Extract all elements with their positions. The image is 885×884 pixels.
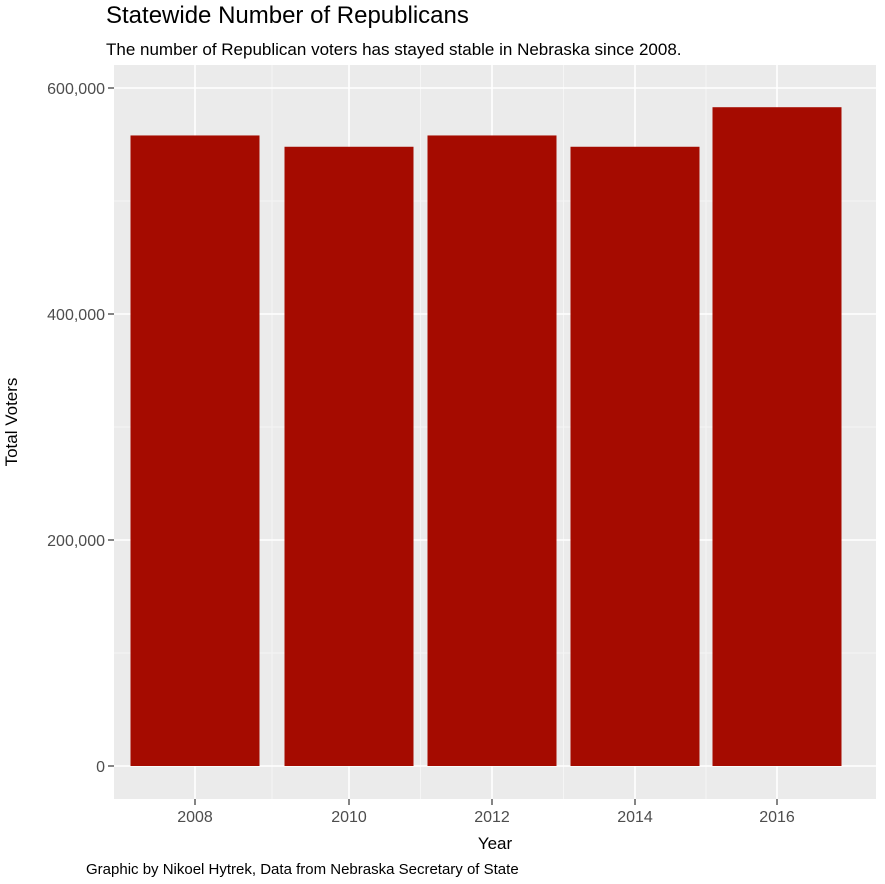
bar-2014	[570, 146, 700, 766]
bar-2010	[284, 146, 414, 766]
bars	[130, 107, 842, 766]
y-tick-label: 0	[96, 759, 105, 776]
chart-caption: Graphic by Nikoel Hytrek, Data from Nebr…	[86, 861, 519, 878]
bar-2008	[130, 135, 260, 766]
x-tick-label: 2012	[474, 809, 510, 826]
x-axis-title: Year	[478, 834, 513, 853]
chart-title: Statewide Number of Republicans	[106, 2, 469, 29]
x-axis: 2008 2010 2012 2014 2016	[177, 799, 795, 826]
x-tick-label: 2010	[331, 809, 367, 826]
bar-2012	[427, 135, 557, 766]
x-tick-label: 2014	[617, 809, 653, 826]
y-tick-label: 400,000	[47, 307, 105, 324]
y-tick-label: 600,000	[47, 81, 105, 98]
chart-subtitle: The number of Republican voters has stay…	[106, 40, 682, 59]
y-axis-title: Total Voters	[2, 378, 21, 467]
x-tick-label: 2008	[177, 809, 213, 826]
x-tick-label: 2016	[759, 809, 795, 826]
y-tick-label: 200,000	[47, 533, 105, 550]
y-axis: 0 200,000 400,000 600,000	[47, 81, 114, 776]
bar-2016	[712, 107, 842, 766]
